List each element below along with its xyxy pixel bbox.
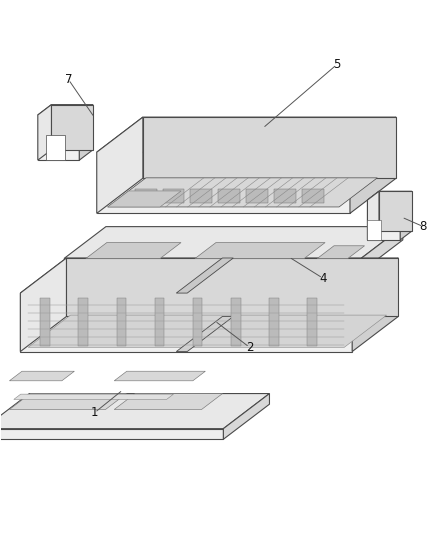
- Polygon shape: [177, 317, 233, 352]
- Polygon shape: [350, 117, 396, 213]
- Polygon shape: [114, 393, 223, 409]
- Polygon shape: [307, 298, 317, 346]
- Polygon shape: [20, 258, 398, 293]
- Polygon shape: [177, 258, 233, 293]
- Polygon shape: [231, 298, 240, 346]
- Polygon shape: [269, 298, 279, 346]
- Polygon shape: [97, 152, 350, 213]
- Polygon shape: [64, 227, 403, 259]
- Polygon shape: [143, 117, 396, 178]
- Text: 8: 8: [420, 220, 427, 233]
- Polygon shape: [400, 191, 412, 240]
- Polygon shape: [302, 189, 324, 203]
- Text: 5: 5: [333, 58, 341, 71]
- Polygon shape: [193, 298, 202, 346]
- Polygon shape: [114, 371, 205, 381]
- Polygon shape: [108, 178, 377, 207]
- Polygon shape: [40, 298, 50, 346]
- Polygon shape: [367, 191, 379, 240]
- Polygon shape: [67, 258, 398, 317]
- Polygon shape: [379, 191, 412, 231]
- Text: 1: 1: [91, 406, 98, 419]
- Text: 4: 4: [319, 272, 327, 285]
- Polygon shape: [51, 104, 93, 150]
- Polygon shape: [108, 191, 181, 207]
- Polygon shape: [191, 189, 212, 203]
- Polygon shape: [135, 189, 156, 203]
- Polygon shape: [78, 298, 88, 346]
- Polygon shape: [223, 393, 269, 439]
- Polygon shape: [97, 117, 143, 213]
- Polygon shape: [117, 298, 126, 346]
- Polygon shape: [64, 259, 361, 272]
- Polygon shape: [20, 293, 352, 352]
- Polygon shape: [155, 298, 164, 346]
- Polygon shape: [367, 191, 412, 200]
- Polygon shape: [38, 104, 93, 115]
- Polygon shape: [0, 393, 269, 429]
- Polygon shape: [361, 227, 403, 272]
- Text: 2: 2: [246, 341, 253, 354]
- Polygon shape: [367, 220, 381, 240]
- Polygon shape: [10, 371, 74, 381]
- Polygon shape: [20, 258, 67, 352]
- Polygon shape: [0, 429, 223, 439]
- Polygon shape: [28, 315, 387, 348]
- Polygon shape: [246, 189, 268, 203]
- Polygon shape: [46, 135, 65, 160]
- Polygon shape: [79, 104, 93, 160]
- Polygon shape: [14, 394, 173, 399]
- Polygon shape: [38, 104, 51, 160]
- Polygon shape: [38, 115, 79, 160]
- Polygon shape: [97, 117, 396, 152]
- Polygon shape: [274, 189, 296, 203]
- Polygon shape: [367, 200, 400, 240]
- Polygon shape: [317, 246, 364, 259]
- Polygon shape: [218, 189, 240, 203]
- Polygon shape: [86, 243, 181, 259]
- Polygon shape: [10, 393, 127, 409]
- Polygon shape: [162, 189, 184, 203]
- Text: 7: 7: [65, 73, 72, 86]
- Polygon shape: [195, 243, 325, 259]
- Polygon shape: [352, 258, 398, 352]
